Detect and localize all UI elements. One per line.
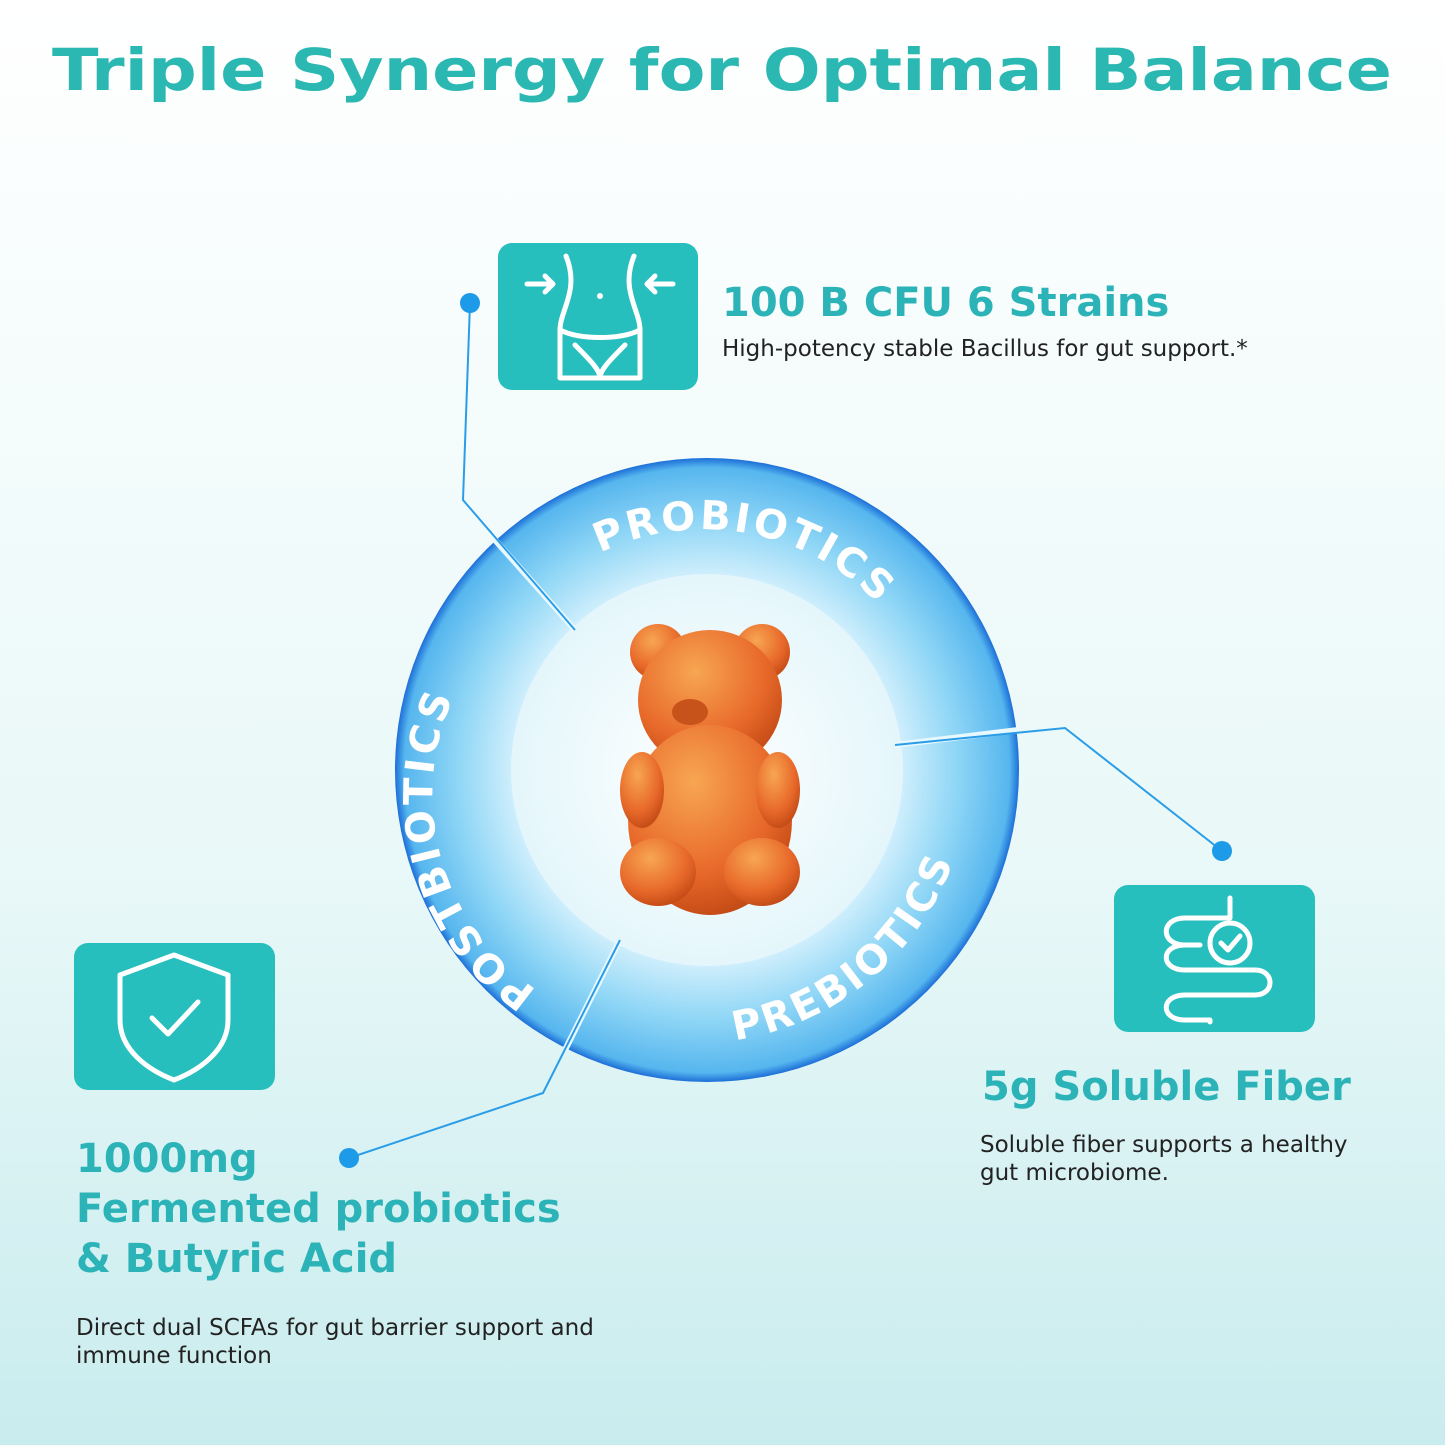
feature-heading: 1000mg	[76, 1136, 258, 1182]
feature-description: immune function	[76, 1343, 272, 1369]
icon-waist	[498, 243, 698, 390]
feature-heading: 5g Soluble Fiber	[982, 1064, 1351, 1110]
feature-description: gut microbiome.	[980, 1160, 1169, 1186]
icon-gut	[1114, 885, 1315, 1032]
icon-shield	[74, 943, 275, 1090]
connector-dots	[339, 293, 1232, 1168]
feature-description: Soluble fiber supports a healthy	[980, 1132, 1348, 1158]
feature-heading: & Butyric Acid	[76, 1236, 397, 1282]
feature-heading: Fermented probiotics	[76, 1186, 561, 1232]
feature-description: High-potency stable Bacillus for gut sup…	[722, 336, 1248, 362]
title: Triple Synergy for Optimal Balance	[52, 36, 1392, 104]
feature-description: Direct dual SCFAs for gut barrier suppor…	[76, 1315, 594, 1341]
feature-heading: 100 B CFU 6 Strains	[722, 280, 1169, 326]
connectors	[348, 302, 1223, 1159]
gummy-bear	[620, 624, 800, 915]
